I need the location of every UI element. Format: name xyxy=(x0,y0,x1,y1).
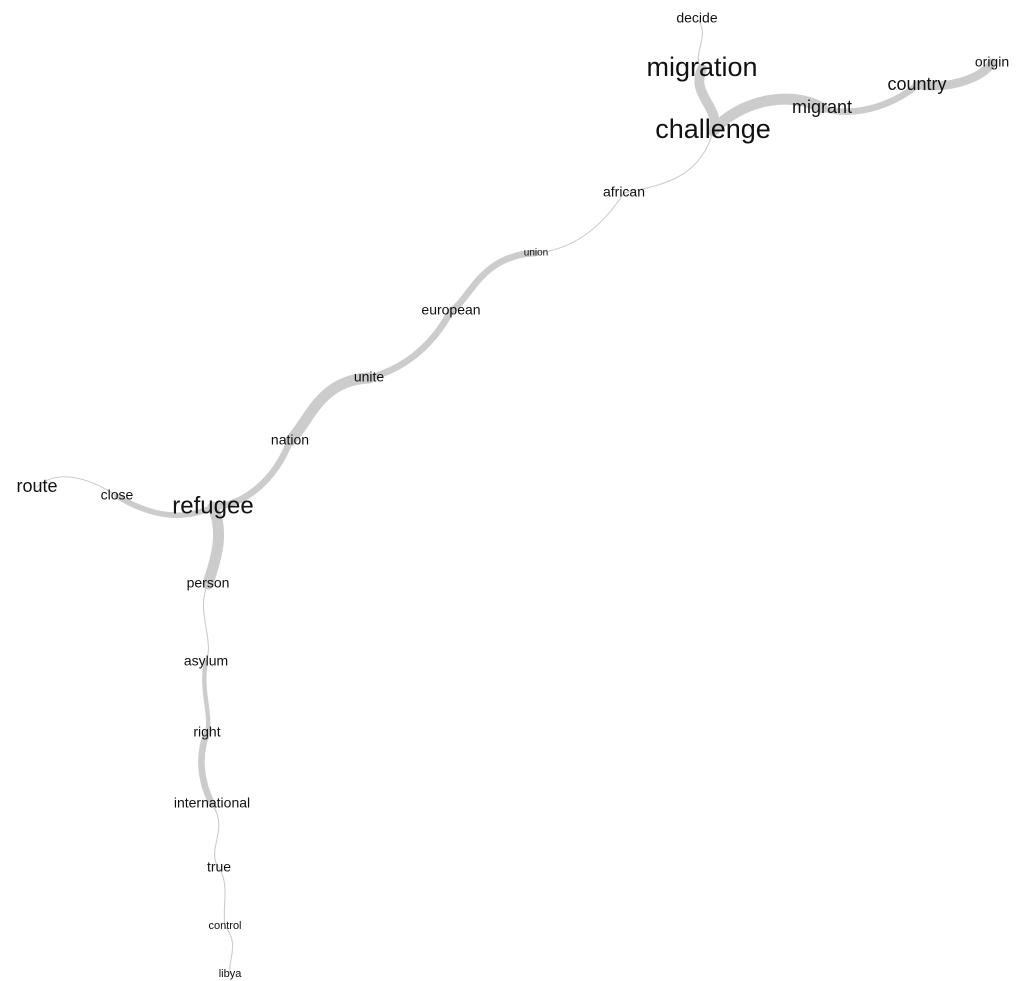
edge-route-close xyxy=(36,476,118,497)
node-label-challenge: challenge xyxy=(655,114,771,144)
edge-international-true xyxy=(211,803,220,869)
node-label-international: international xyxy=(174,795,250,811)
node-label-origin: origin xyxy=(975,54,1009,70)
node-label-route: route xyxy=(16,476,57,496)
edge-refugee-person xyxy=(202,501,225,590)
node-label-union: union xyxy=(524,248,548,259)
node-label-control: control xyxy=(208,920,241,932)
node-label-decide: decide xyxy=(676,10,717,26)
node-label-nation: nation xyxy=(271,432,309,448)
edge-true-control xyxy=(218,867,226,927)
node-label-person: person xyxy=(187,575,230,591)
edge-african-union xyxy=(535,192,625,254)
edge-union-european xyxy=(447,249,540,315)
edge-control-libya xyxy=(224,925,234,975)
node-label-asylum: asylum xyxy=(184,653,228,669)
node-label-migrant: migrant xyxy=(792,97,852,117)
node-label-unite: unite xyxy=(354,369,385,385)
edge-asylum-right xyxy=(202,659,211,736)
edge-unite-nation xyxy=(284,372,375,447)
node-label-close: close xyxy=(101,487,134,503)
node-label-african: african xyxy=(603,184,645,200)
edge-nation-refugee xyxy=(209,437,294,511)
node-label-refugee: refugee xyxy=(172,492,253,519)
edge-layer xyxy=(36,18,997,975)
edge-close-refugee xyxy=(114,493,216,518)
edge-challenge-migrant xyxy=(707,93,828,137)
node-label-country: country xyxy=(887,74,946,94)
edge-european-unite xyxy=(365,307,455,382)
edge-migrant-country xyxy=(818,81,921,115)
node-label-libya: libya xyxy=(219,968,243,980)
node-label-right: right xyxy=(193,724,220,740)
edge-person-asylum xyxy=(202,583,209,663)
edge-right-international xyxy=(198,729,216,808)
node-label-migration: migration xyxy=(646,52,757,82)
node-label-true: true xyxy=(207,859,231,875)
edge-challenge-african xyxy=(623,130,714,194)
label-layer: decide migration challenge migrant country or… xyxy=(16,10,1009,980)
edge-country-origin xyxy=(912,58,997,91)
node-label-european: european xyxy=(421,302,480,318)
